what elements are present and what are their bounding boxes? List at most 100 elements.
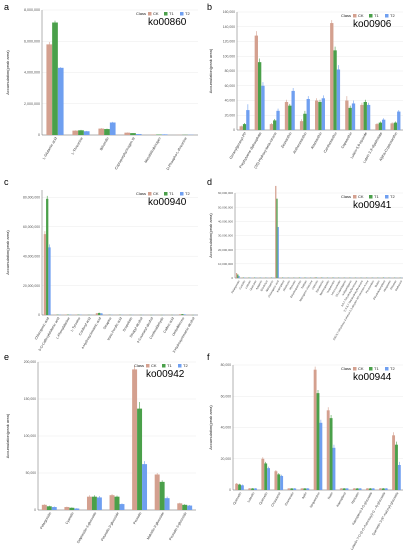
bar xyxy=(318,101,322,130)
bar xyxy=(381,488,385,490)
bar xyxy=(130,133,136,135)
legend-entry: T1 xyxy=(169,11,174,16)
bar xyxy=(109,495,115,510)
bar xyxy=(254,488,257,490)
bar xyxy=(52,22,58,135)
bar xyxy=(235,273,238,278)
bar xyxy=(366,104,371,130)
x-tick-label: Delphinidin-3-glucoside xyxy=(76,511,97,544)
bar xyxy=(154,474,160,510)
y-axis-label: Accumulation(peak area) xyxy=(5,50,10,95)
bar xyxy=(358,488,362,490)
bar xyxy=(303,488,307,490)
bar xyxy=(365,488,369,490)
bar xyxy=(246,110,250,130)
legend-swatch xyxy=(164,12,168,16)
bar xyxy=(182,504,188,510)
y-tick-label: 100,000 xyxy=(24,434,36,438)
x-tick-label: Luteolin xyxy=(246,491,255,503)
bar xyxy=(290,488,294,490)
y-tick-label: 40,000,000 xyxy=(218,220,233,224)
bar xyxy=(72,130,79,135)
legend-entry: T2 xyxy=(390,194,395,199)
x-tick-label: 4-Hydroxycinnamic acid xyxy=(81,316,103,349)
y-tick-label: 50,000,000 xyxy=(218,205,233,209)
bar xyxy=(333,50,337,130)
x-tick-label: Pelargonidin xyxy=(39,511,52,529)
x-tick-label: Cyanidin xyxy=(65,511,75,525)
legend-entry: CK xyxy=(153,191,159,196)
x-tick-label: Phloretin xyxy=(389,279,398,290)
x-tick-label: Quercetin 3-(6''-malonyl)-glucoside xyxy=(371,491,399,536)
y-axis-label: Accumulation(peak area) xyxy=(5,230,10,275)
y-tick-label: 20,000,000 xyxy=(218,248,233,252)
bar xyxy=(392,435,396,490)
bar xyxy=(257,62,262,130)
bar xyxy=(339,488,343,490)
bar xyxy=(132,369,138,510)
bar xyxy=(360,104,364,130)
bar xyxy=(237,274,239,278)
x-tick-label: Rutin xyxy=(327,491,334,500)
bar xyxy=(142,464,148,510)
bar xyxy=(109,122,116,135)
bar xyxy=(57,67,64,135)
legend-entry: T2 xyxy=(185,11,190,16)
legend-swatch xyxy=(180,192,184,196)
y-tick-label: 0 xyxy=(229,488,231,492)
legend-title: Class xyxy=(136,11,146,16)
x-tick-label: Apigenin xyxy=(255,279,264,290)
bar xyxy=(43,234,47,315)
y-tick-label: 0 xyxy=(233,128,235,132)
bar xyxy=(159,481,165,510)
bar xyxy=(277,474,281,490)
panel-f: f 0 20,000 40,000 60,000 80,000 Accumulation(p… xyxy=(207,352,403,550)
bar xyxy=(384,488,388,490)
legend-swatch xyxy=(148,192,152,196)
bar xyxy=(91,496,97,510)
x-tick-label: Biliverdin xyxy=(99,137,110,152)
bar xyxy=(78,130,84,135)
bar xyxy=(342,488,346,490)
bar xyxy=(352,488,356,490)
bar xyxy=(379,488,382,490)
bar xyxy=(303,113,307,130)
bar xyxy=(96,497,102,510)
x-tick-label: Afzelechin xyxy=(282,279,292,292)
bar xyxy=(306,99,310,130)
panel-label: c xyxy=(4,177,9,187)
chart-title: ko00941 xyxy=(353,200,392,211)
bar xyxy=(276,198,278,278)
panel-e: e 0 50,000 100,000 150,000 200,000 Accumulatio… xyxy=(4,352,196,544)
x-tick-label: Astaxanthin xyxy=(310,132,323,150)
y-axis-label: Accumulation(peak area) xyxy=(5,413,10,458)
bar xyxy=(95,313,99,315)
panel-label: e xyxy=(4,352,9,362)
y-tick-label: 50,000 xyxy=(26,471,36,475)
panel-label: f xyxy=(207,352,210,362)
y-tick-label: 60,000 xyxy=(221,394,231,398)
x-tick-label: D-Phospho-L-threonine xyxy=(166,137,188,171)
x-tick-label: Myricetin xyxy=(350,491,360,504)
bar xyxy=(319,277,322,278)
legend-entry: T2 xyxy=(390,366,395,371)
bar xyxy=(261,85,265,130)
y-tick-label: 60,000,000 xyxy=(23,225,40,229)
panel-label: d xyxy=(207,177,212,187)
bar xyxy=(240,485,244,490)
chart-title: ko00942 xyxy=(146,369,185,380)
legend-swatch xyxy=(178,364,182,368)
bar xyxy=(187,505,193,510)
bar xyxy=(363,101,367,130)
bar xyxy=(315,277,317,278)
legend-swatch xyxy=(162,364,166,368)
bar xyxy=(235,483,239,490)
bar xyxy=(242,124,247,130)
panel-b: b 0 20,000 40,000 60,000 80,000 100,000 120,000… xyxy=(207,2,403,169)
x-tick-label: Zeaxanthin xyxy=(280,131,292,148)
bar xyxy=(276,110,280,130)
y-tick-label: 6,000,000 xyxy=(24,39,40,43)
bar xyxy=(306,488,310,490)
x-tick-label: Mesobilirubinogen xyxy=(144,137,162,164)
y-tick-label: 40,000 xyxy=(225,99,235,103)
